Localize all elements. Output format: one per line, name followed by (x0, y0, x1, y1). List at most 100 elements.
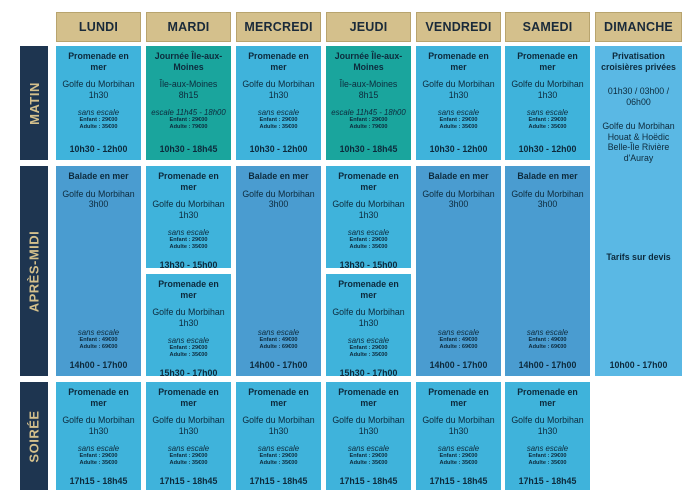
excursion-duration: 1h30 (88, 89, 109, 100)
price-adult: Adulte : 35€00 (79, 460, 118, 466)
price-child: Enfant : 29€00 (528, 117, 567, 123)
excursion-title: Balade en mer (517, 171, 578, 181)
cell-soir-promenade[interactable]: Promenade en mer Golfe du Morbihan 1h30 san… (416, 382, 501, 490)
day-header-mardi: MARDI (146, 12, 231, 42)
excursion-destination: Île-aux-Moines (159, 79, 218, 89)
excursion-time: 15h30 - 17h00 (339, 368, 398, 376)
excursion-destination: Golfe du Morbihan (152, 199, 225, 209)
price-adult: Adulte : 79€00 (349, 124, 388, 130)
private-time: 10h00 - 17h00 (609, 360, 668, 370)
private-destinations: Golfe du Morbihan Houat & Hoëdic Belle-Î… (602, 121, 675, 163)
excursion-time: 17h15 - 18h45 (249, 476, 308, 486)
excursion-note: sans escale (526, 444, 569, 453)
cell-soir-promenade[interactable]: Promenade en mer Golfe du Morbihan 1h30 san… (505, 382, 590, 490)
cell-pm1-promenade[interactable]: Promenade en mer Golfe du Morbihan 1h30 san… (326, 166, 411, 268)
price-child: Enfant : 49€00 (79, 337, 118, 343)
row-label-text: MATIN (26, 81, 42, 125)
price-adult: Adulte : 35€00 (439, 124, 478, 130)
excursion-title: Promenade en mer (428, 51, 489, 72)
excursion-destination: Golfe du Morbihan (511, 415, 584, 425)
cell-matin-journee[interactable]: Journée Île-aux-Moines Île-aux-Moines 8h15… (146, 46, 231, 160)
cell-soir-promenade[interactable]: Promenade en mer Golfe du Morbihan 1h30 san… (236, 382, 321, 490)
excursion-title: Promenade en mer (517, 387, 578, 408)
excursion-title: Journée Île-aux-Moines (154, 51, 223, 72)
excursion-duration: 3h00 (537, 199, 558, 209)
excursion-destination: Golfe du Morbihan (242, 415, 315, 425)
price-adult: Adulte : 69€00 (528, 344, 567, 350)
excursion-time: 15h30 - 17h00 (159, 368, 218, 376)
row-label-text: SOIRÉE (26, 409, 42, 463)
excursion-duration: 1h30 (268, 89, 289, 100)
cell-matin-promenade[interactable]: Promenade en mer Golfe du Morbihan 1h30 san… (56, 46, 141, 160)
excursion-destination: Golfe du Morbihan (62, 79, 135, 89)
cell-soir-promenade[interactable]: Promenade en mer Golfe du Morbihan 1h30 san… (146, 382, 231, 490)
price-adult: Adulte : 35€00 (349, 244, 388, 250)
excursion-destination: Golfe du Morbihan (422, 188, 495, 199)
price-child: Enfant : 29€00 (349, 237, 388, 243)
price-adult: Adulte : 35€00 (528, 460, 567, 466)
cell-soir-promenade[interactable]: Promenade en mer Golfe du Morbihan 1h30 san… (326, 382, 411, 490)
excursion-title: Promenade en mer (338, 387, 399, 408)
cell-pm-balade[interactable]: Balade en mer Golfe du Morbihan 3h00 sans e… (416, 166, 501, 376)
excursion-time: 13h30 - 15h00 (159, 260, 218, 268)
cell-soir-promenade[interactable]: Promenade en mer Golfe du Morbihan 1h30 san… (56, 382, 141, 490)
excursion-title: Promenade en mer (248, 387, 309, 408)
excursion-destination: Golfe du Morbihan (242, 188, 315, 199)
cell-matin-promenade[interactable]: Promenade en mer Golfe du Morbihan 1h30 san… (505, 46, 590, 160)
excursion-destination: Golfe du Morbihan (62, 188, 135, 199)
excursion-duration: 1h30 (268, 425, 289, 436)
excursion-destination: Golfe du Morbihan (242, 79, 315, 89)
cell-matin-promenade[interactable]: Promenade en mer Golfe du Morbihan 1h30 san… (236, 46, 321, 160)
cell-matin-promenade[interactable]: Promenade en mer Golfe du Morbihan 1h30 san… (416, 46, 501, 160)
cell-pm-balade[interactable]: Balade en mer Golfe du Morbihan 3h00 sans e… (236, 166, 321, 376)
excursion-time: 14h00 - 17h00 (518, 360, 577, 370)
excursion-time: 10h30 - 18h45 (159, 144, 218, 154)
day-header-mercredi: MERCREDI (236, 12, 321, 42)
cell-matin-journee[interactable]: Journée Île-aux-Moines Île-aux-Moines 8h15… (326, 46, 411, 160)
excursion-duration: 1h30 (178, 425, 199, 436)
excursion-destination: Golfe du Morbihan (422, 415, 495, 425)
price-child: Enfant : 29€00 (169, 117, 208, 123)
price-child: Enfant : 29€00 (349, 345, 388, 351)
cell-pm-balade[interactable]: Balade en mer Golfe du Morbihan 3h00 sans e… (505, 166, 590, 376)
excursion-duration: 1h30 (358, 317, 379, 328)
cell-pm2-promenade[interactable]: Promenade en mer Golfe du Morbihan 1h30 san… (326, 274, 411, 376)
excursion-time: 10h30 - 18h45 (339, 144, 398, 154)
excursion-note: sans escale (77, 328, 120, 337)
excursion-note: escale 11h45 - 18h00 (331, 108, 406, 117)
excursion-destination: Golfe du Morbihan (332, 199, 405, 209)
excursion-note: sans escale (167, 228, 210, 237)
price-child: Enfant : 29€00 (439, 117, 478, 123)
excursion-note: sans escale (437, 108, 480, 117)
excursion-title: Promenade en mer (68, 51, 129, 72)
price-child: Enfant : 29€00 (79, 117, 118, 123)
excursion-title: Promenade en mer (338, 171, 399, 192)
day-header-vendredi: VENDREDI (416, 12, 501, 42)
excursion-time: 13h30 - 15h00 (339, 260, 398, 268)
excursion-note: sans escale (257, 328, 300, 337)
cell-pm-balade[interactable]: Balade en mer Golfe du Morbihan 3h00 sans e… (56, 166, 141, 376)
excursion-note: sans escale (347, 444, 390, 453)
day-header-jeudi: JEUDI (326, 12, 411, 42)
excursion-time: 17h15 - 18h45 (159, 476, 218, 486)
excursion-note: sans escale (77, 444, 120, 453)
excursion-duration: 1h30 (448, 425, 469, 436)
cell-pm1-promenade[interactable]: Promenade en mer Golfe du Morbihan 1h30 san… (146, 166, 231, 268)
excursion-note: escale 11h45 - 18h00 (151, 108, 226, 117)
excursion-destination: Golfe du Morbihan (511, 79, 584, 89)
price-adult: Adulte : 69€00 (79, 344, 118, 350)
day-header-lundi: LUNDI (56, 12, 141, 42)
cell-dimanche-privatisation[interactable]: Privatisation croisières privées 01h30 / … (595, 46, 682, 376)
price-adult: Adulte : 35€00 (79, 124, 118, 130)
cell-pm2-promenade[interactable]: Promenade en mer Golfe du Morbihan 1h30 san… (146, 274, 231, 376)
excursion-time: 10h30 - 12h00 (69, 144, 128, 154)
excursion-destination: Golfe du Morbihan (62, 415, 135, 425)
price-adult: Adulte : 35€00 (169, 244, 208, 250)
excursion-time: 17h15 - 18h45 (69, 476, 128, 486)
excursion-destination: Golfe du Morbihan (152, 415, 225, 425)
excursion-destination: Golfe du Morbihan (152, 307, 225, 317)
price-child: Enfant : 29€00 (169, 237, 208, 243)
excursion-duration: 3h00 (448, 199, 469, 209)
excursion-title: Promenade en mer (517, 51, 578, 72)
excursion-time: 17h15 - 18h45 (429, 476, 488, 486)
